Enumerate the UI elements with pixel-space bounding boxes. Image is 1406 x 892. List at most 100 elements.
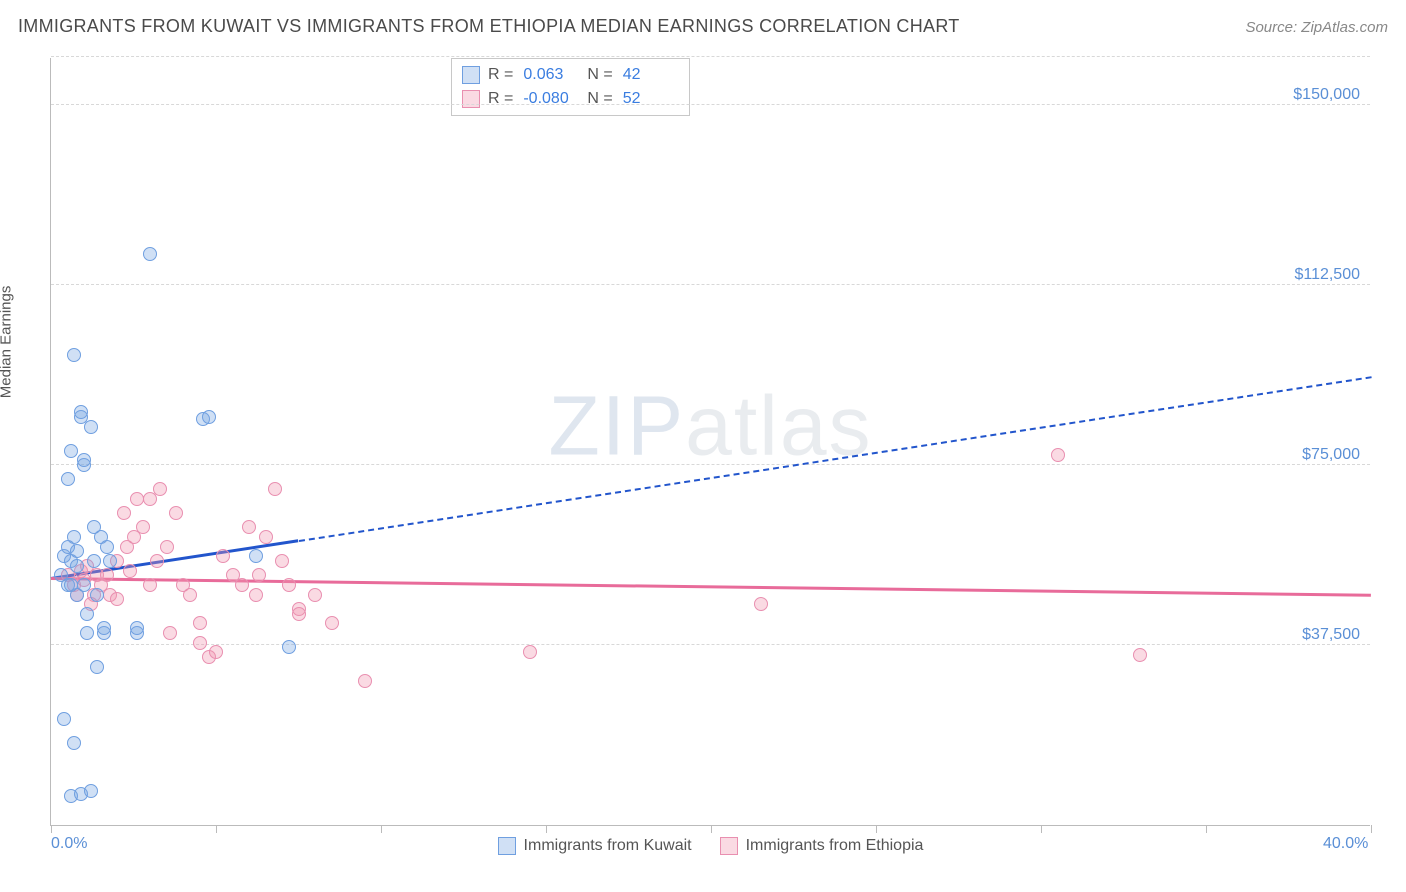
n-label: N = — [587, 87, 612, 111]
data-point-ethiopia — [100, 568, 114, 582]
swatch-ethiopia — [462, 90, 480, 108]
x-tick — [1041, 825, 1042, 833]
data-point-ethiopia — [1051, 448, 1065, 462]
data-point-kuwait — [130, 621, 144, 635]
n-value-ethiopia: 52 — [623, 87, 679, 111]
watermark-part1: ZIP — [548, 379, 685, 473]
data-point-ethiopia — [193, 616, 207, 630]
data-point-ethiopia — [268, 482, 282, 496]
data-point-ethiopia — [163, 626, 177, 640]
data-point-ethiopia — [275, 554, 289, 568]
r-label: R = — [488, 63, 513, 87]
x-tick — [381, 825, 382, 833]
data-point-kuwait — [282, 640, 296, 654]
legend-item-kuwait: Immigrants from Kuwait — [498, 837, 692, 855]
data-point-ethiopia — [183, 588, 197, 602]
data-point-kuwait — [249, 549, 263, 563]
x-tick — [711, 825, 712, 833]
source-label: Source: ZipAtlas.com — [1245, 19, 1388, 36]
x-tick — [1206, 825, 1207, 833]
data-point-kuwait — [74, 405, 88, 419]
data-point-ethiopia — [523, 645, 537, 659]
data-point-ethiopia — [292, 607, 306, 621]
gridline — [51, 56, 1370, 57]
data-point-kuwait — [80, 607, 94, 621]
data-point-ethiopia — [259, 530, 273, 544]
data-point-ethiopia — [249, 588, 263, 602]
data-point-ethiopia — [153, 482, 167, 496]
data-point-ethiopia — [123, 564, 137, 578]
data-point-kuwait — [87, 520, 101, 534]
gridline — [51, 104, 1370, 105]
stats-row-ethiopia: R = -0.080 N = 52 — [462, 87, 679, 111]
scatter-chart: ZIPatlas R = 0.063 N = 42 R = -0.080 N =… — [50, 58, 1370, 826]
data-point-kuwait — [103, 554, 117, 568]
r-value-ethiopia: -0.080 — [523, 87, 579, 111]
data-point-ethiopia — [110, 592, 124, 606]
data-point-kuwait — [67, 348, 81, 362]
data-point-ethiopia — [252, 568, 266, 582]
x-tick — [216, 825, 217, 833]
y-axis-label: Median Earnings — [0, 286, 15, 399]
gridline — [51, 464, 1370, 465]
stats-legend-box: R = 0.063 N = 42 R = -0.080 N = 52 — [451, 58, 690, 116]
n-value-kuwait: 42 — [623, 63, 679, 87]
swatch-kuwait — [462, 66, 480, 84]
data-point-kuwait — [80, 626, 94, 640]
legend-label-kuwait: Immigrants from Kuwait — [524, 837, 692, 855]
data-point-kuwait — [143, 247, 157, 261]
data-point-ethiopia — [193, 636, 207, 650]
data-point-kuwait — [77, 453, 91, 467]
x-tick-label: 0.0% — [51, 835, 87, 853]
data-point-ethiopia — [209, 645, 223, 659]
data-point-kuwait — [64, 578, 78, 592]
swatch-ethiopia — [720, 837, 738, 855]
x-tick — [1371, 825, 1372, 833]
y-tick-label: $112,500 — [1294, 266, 1360, 284]
stats-row-kuwait: R = 0.063 N = 42 — [462, 63, 679, 87]
chart-title: IMMIGRANTS FROM KUWAIT VS IMMIGRANTS FRO… — [18, 16, 960, 37]
data-point-kuwait — [87, 554, 101, 568]
data-point-ethiopia — [150, 554, 164, 568]
data-point-kuwait — [57, 712, 71, 726]
y-tick-label: $150,000 — [1293, 86, 1360, 104]
r-label: R = — [488, 87, 513, 111]
data-point-ethiopia — [235, 578, 249, 592]
gridline — [51, 284, 1370, 285]
r-value-kuwait: 0.063 — [523, 63, 579, 87]
data-point-ethiopia — [130, 492, 144, 506]
data-point-kuwait — [90, 660, 104, 674]
data-point-ethiopia — [325, 616, 339, 630]
x-tick — [546, 825, 547, 833]
data-point-kuwait — [70, 544, 84, 558]
data-point-kuwait — [64, 444, 78, 458]
data-point-kuwait — [61, 472, 75, 486]
data-point-kuwait — [202, 410, 216, 424]
data-point-ethiopia — [160, 540, 174, 554]
data-point-kuwait — [67, 736, 81, 750]
data-point-kuwait — [97, 621, 111, 635]
data-point-ethiopia — [143, 578, 157, 592]
x-tick-label: 40.0% — [1323, 835, 1368, 853]
data-point-kuwait — [70, 559, 84, 573]
data-point-kuwait — [84, 784, 98, 798]
n-label: N = — [587, 63, 612, 87]
data-point-ethiopia — [242, 520, 256, 534]
x-tick — [876, 825, 877, 833]
y-tick-label: $37,500 — [1302, 626, 1360, 644]
data-point-kuwait — [90, 588, 104, 602]
data-point-ethiopia — [282, 578, 296, 592]
data-point-ethiopia — [308, 588, 322, 602]
data-point-ethiopia — [169, 506, 183, 520]
data-point-kuwait — [77, 578, 91, 592]
swatch-kuwait — [498, 837, 516, 855]
data-point-ethiopia — [1133, 648, 1147, 662]
data-point-ethiopia — [216, 549, 230, 563]
data-point-kuwait — [100, 540, 114, 554]
y-tick-label: $75,000 — [1302, 446, 1360, 464]
data-point-kuwait — [84, 420, 98, 434]
chart-header: IMMIGRANTS FROM KUWAIT VS IMMIGRANTS FRO… — [18, 16, 1388, 37]
data-point-ethiopia — [754, 597, 768, 611]
x-tick — [51, 825, 52, 833]
legend-item-ethiopia: Immigrants from Ethiopia — [720, 837, 924, 855]
